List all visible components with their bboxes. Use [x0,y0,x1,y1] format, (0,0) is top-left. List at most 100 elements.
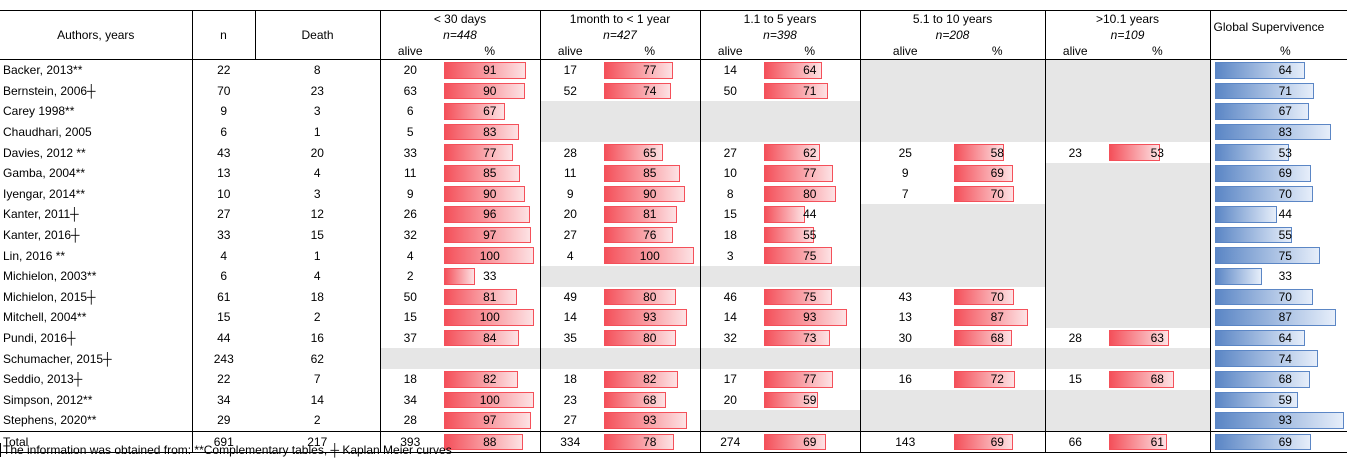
percent: 61 [1105,430,1211,454]
percent: 100 [600,245,700,266]
data-bar [1214,288,1313,306]
global: 67 [1209,101,1347,122]
data-bar [604,62,674,79]
table-row: Total 691 217 393 88 334 78 274 69 143 69 66 61 69 [0,430,1347,454]
data-bar [764,247,832,264]
table-row: Stephens, 2020** 29 2 28 97 27 93 93 [0,410,1347,432]
empty-cell [950,58,1046,81]
bar-value: 64 [1278,63,1292,78]
bar-value: 44 [1278,207,1292,222]
empty-cell [1105,162,1211,184]
n: 29 [191,410,255,432]
empty-cell [1044,101,1106,122]
bar-value: 87 [1278,310,1292,325]
percent: 68 [600,390,700,411]
data-bar [1214,226,1293,244]
percent: 76 [600,225,700,246]
alive: 7 [859,183,950,205]
table-wrap: Authors, years n Death < 30 days 1month to <… [0,10,1347,461]
bar-value: 71 [803,83,817,98]
global: 75 [1209,245,1347,266]
empty-cell [600,348,700,369]
empty-cell [600,265,700,287]
percent: 93 [600,410,700,431]
percent: 77 [760,163,860,184]
bar-value: 59 [1278,392,1292,407]
alive: 10 [699,162,760,184]
death: 1 [313,248,321,263]
empty-cell [1105,204,1211,225]
alive: 16 [859,368,950,390]
bar-value: 93 [643,310,657,325]
table-row: Michielon, 2015┼ 61 18 50 81 49 80 46 75 43 70 70 [0,286,1347,308]
empty-cell [1044,410,1106,432]
data-bar [444,123,519,141]
bar-value: 78 [643,434,657,449]
data-bar [1214,391,1298,409]
alive: 9 [539,183,600,205]
percent: 90 [600,184,700,205]
empty-cell [859,265,950,287]
group-n: n=448 [379,27,540,43]
alive: 11 [539,162,600,184]
group-header: < 30 days [379,10,540,27]
table-row: Pundi, 2016┼ 44 16 37 84 35 80 32 73 30 68 28 63 64 [0,327,1347,349]
empty-cell [1044,245,1106,266]
n: 22 [191,368,255,390]
data-bar [1214,329,1305,347]
empty-cell [539,265,600,287]
data-bar [604,309,688,326]
data-bar [604,391,666,409]
data-bar [444,433,523,451]
data-bar [1214,123,1331,141]
death: 62 [310,351,324,366]
table-row: Kanter, 2011┼ 27 12 26 96 20 81 15 44 44 [0,204,1347,225]
percent: 59 [760,390,860,411]
sub-header: % [991,44,1003,58]
data-bar [764,185,836,203]
table-row: Bernstein, 2006┼ 70 23 63 90 52 74 50 71 71 [0,80,1347,102]
percent: 67 [440,101,540,122]
percent: 87 [950,307,1045,328]
empty-cell [600,121,700,143]
global: 55 [1209,224,1347,246]
death: 12 [310,207,324,222]
sub-header: % [1209,43,1347,60]
empty-cell [760,101,860,122]
bar-value: 81 [643,207,657,222]
global: 44 [1209,204,1347,225]
alive: 30 [859,327,950,349]
alive: 274 [699,430,760,454]
bar-value: 64 [1278,331,1292,346]
bar-value: 85 [643,166,657,181]
percent: 100 [440,245,540,266]
bar-value: 91 [483,63,497,78]
alive: 27 [539,224,600,246]
percent: 97 [440,225,540,246]
empty-cell [539,101,600,122]
bar-value: 75 [803,248,817,263]
data-bar [604,144,663,161]
bar-value: 68 [990,331,1004,346]
death: 7 [313,372,321,387]
bar-value: 100 [479,310,500,325]
empty-cell [1044,389,1106,411]
alive: 4 [539,245,600,266]
table-row: Schumacher, 2015┼ 243 62 74 [0,348,1347,369]
percent: 81 [600,204,700,225]
header-row: Authors, years n Death < 30 days 1month to <… [0,10,1347,60]
bar-value: 83 [483,125,497,140]
alive: 2 [379,265,440,287]
alive: 18 [699,224,760,246]
n: 33 [191,224,255,246]
data-bar [1214,433,1312,451]
global: 74 [1209,348,1347,369]
data-bar [764,144,821,161]
bar-value: 83 [1278,125,1292,140]
n: 10 [191,183,255,205]
empty-cell [950,204,1046,225]
n: 22 [191,58,255,81]
death: 15 [310,228,324,243]
alive: 3 [699,245,760,266]
author: Gamba, 2004** [3,166,86,181]
